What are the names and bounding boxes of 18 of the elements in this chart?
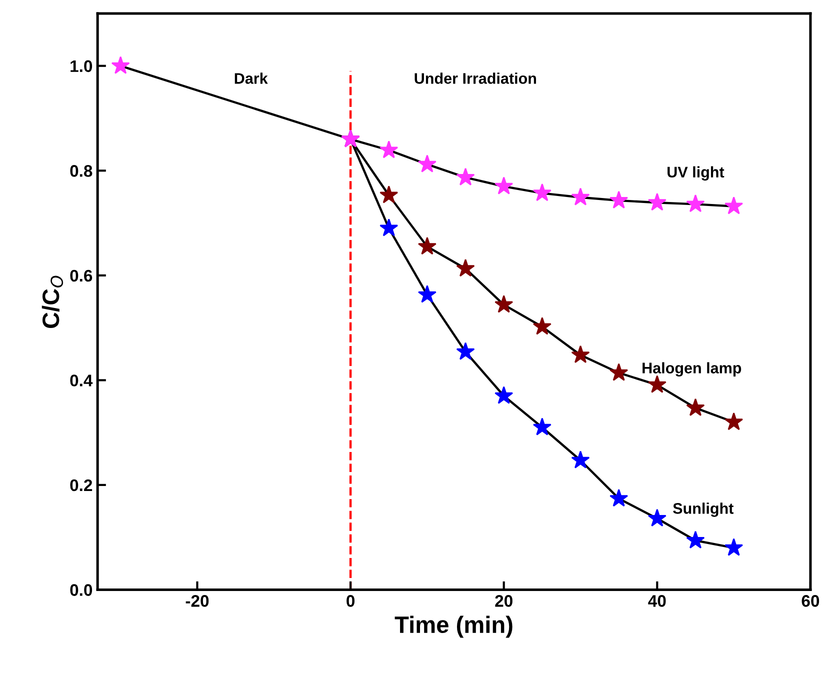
y-tick-label: 0.4: [70, 374, 93, 386]
x-tick-label: -20: [186, 595, 209, 607]
y-tick-label: 0.2: [70, 479, 92, 492]
annotation: Under Irradiation: [414, 72, 536, 84]
x-tick-label: 20: [495, 595, 512, 607]
y-tick-label: 0.8: [70, 165, 92, 177]
x-axis-title: Time (min): [394, 616, 512, 638]
y-axis-title: C/C$_{O}$: [42, 276, 64, 328]
y-tick-label: 0.0: [70, 584, 92, 596]
series-label: UV light: [668, 166, 724, 181]
x-tick-label: 40: [648, 595, 666, 607]
x-tick-label: 0: [346, 595, 354, 607]
x-tick-label: 60: [802, 595, 820, 607]
series-label: Sunlight: [673, 502, 734, 517]
annotation: Dark: [234, 72, 268, 84]
y-tick-label: 1.0: [70, 60, 92, 72]
y-tick-label: 0.6: [70, 270, 92, 282]
series-label: Halogen lamp: [642, 362, 742, 377]
